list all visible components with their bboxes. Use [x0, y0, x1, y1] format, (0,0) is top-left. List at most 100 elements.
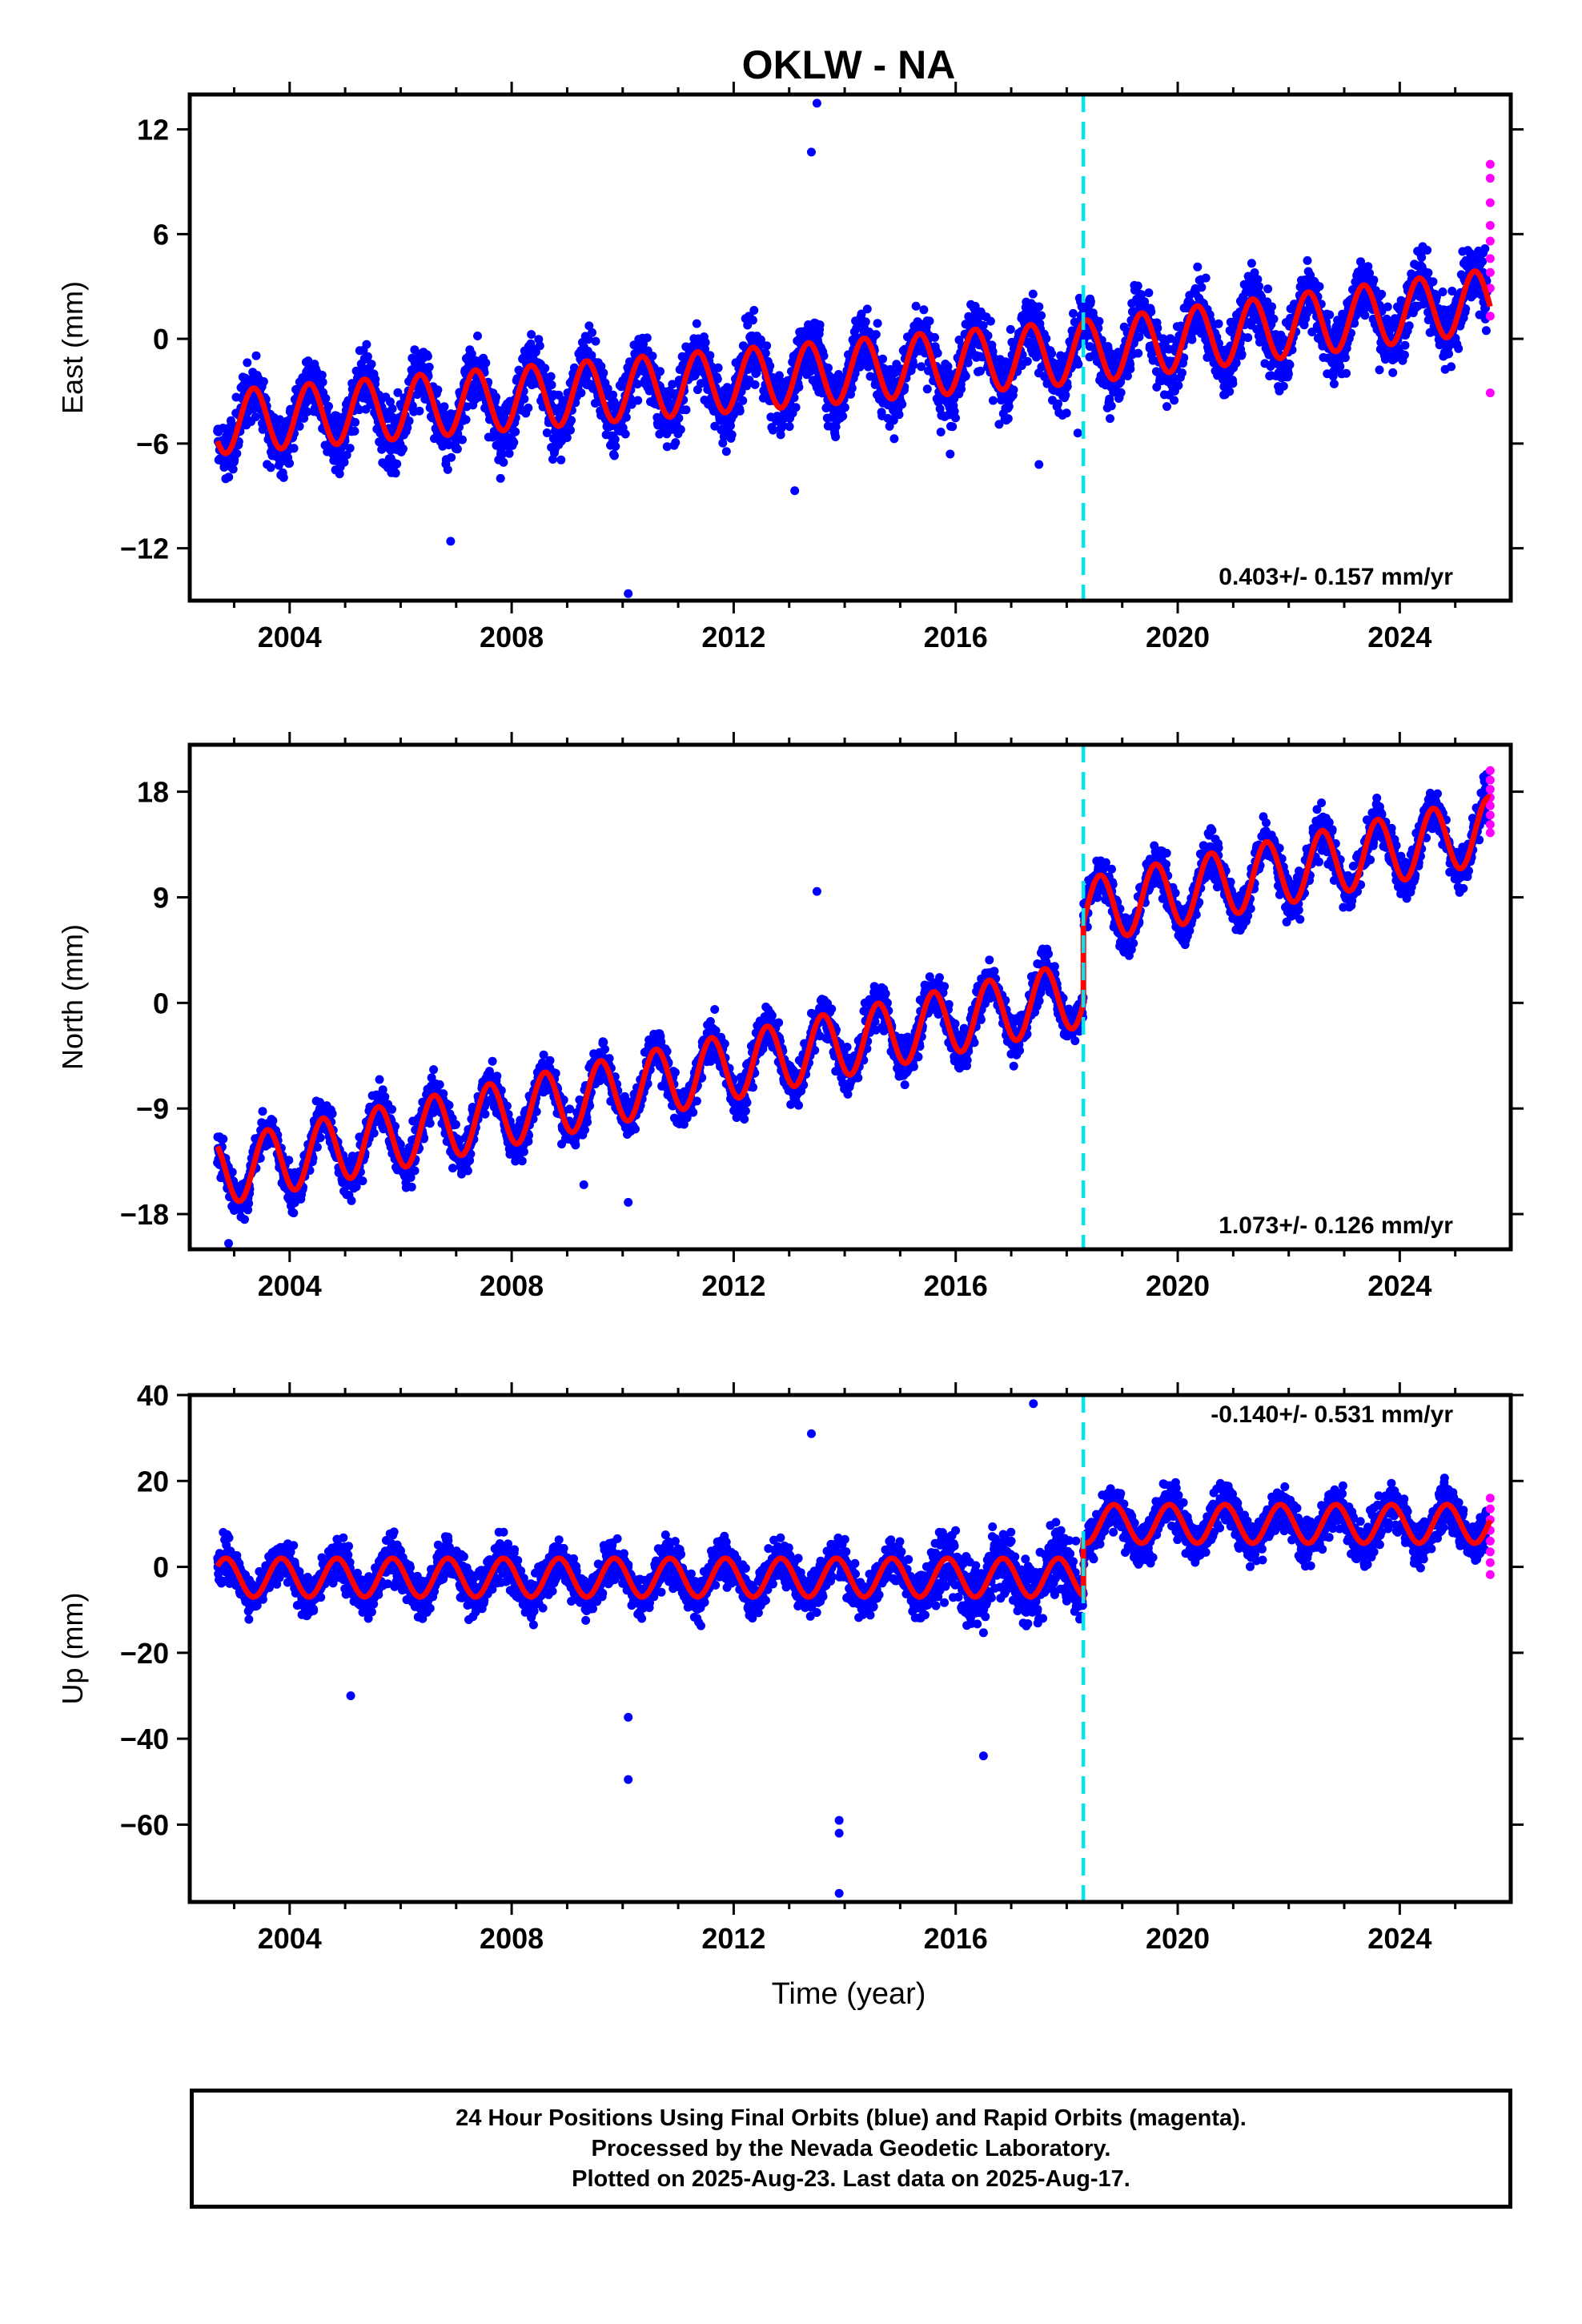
- east-daily-point: [948, 422, 958, 432]
- east-daily-point: [1034, 302, 1044, 312]
- east-daily-point: [415, 406, 424, 416]
- north-daily-point: [387, 1104, 396, 1114]
- east-daily-point: [1201, 273, 1211, 283]
- east-daily-point: [581, 372, 591, 382]
- north-daily-point: [380, 1092, 390, 1102]
- east-daily-point: [838, 412, 848, 421]
- east-daily-point: [692, 319, 701, 328]
- east-daily-point: [1438, 287, 1447, 296]
- east-daily-point: [1126, 364, 1135, 374]
- east-daily-point: [1133, 281, 1142, 291]
- east-daily-point: [481, 358, 491, 368]
- east-daily-point: [1388, 368, 1398, 377]
- east-daily-point: [1086, 297, 1095, 306]
- east-y-tick-label: −12: [120, 533, 169, 565]
- east-rapid-point: [1485, 159, 1495, 169]
- north-daily-point: [258, 1107, 267, 1116]
- east-daily-point: [950, 407, 959, 416]
- east-daily-point: [911, 301, 921, 311]
- east-x-tick-label: 2008: [480, 621, 544, 653]
- east-daily-point: [1279, 381, 1288, 391]
- east-daily-point: [951, 413, 960, 423]
- east-daily-point: [584, 335, 593, 344]
- east-daily-point: [524, 403, 533, 412]
- east-outlier-point: [806, 147, 816, 157]
- east-daily-point: [1106, 414, 1114, 424]
- east-rapid-point: [1485, 220, 1495, 230]
- east-daily-point: [251, 351, 261, 360]
- east-daily-point: [1231, 358, 1241, 368]
- east-daily-point: [542, 428, 552, 437]
- east-daily-point: [871, 330, 881, 340]
- east-daily-point: [735, 406, 745, 416]
- east-daily-point: [228, 464, 238, 474]
- east-daily-point: [504, 448, 514, 458]
- east-daily-point: [547, 380, 556, 390]
- east-daily-point: [591, 336, 600, 346]
- east-daily-point: [224, 472, 234, 482]
- east-daily-point: [295, 421, 304, 431]
- east-daily-point: [1423, 245, 1432, 255]
- east-daily-point: [1243, 333, 1253, 343]
- east-daily-point: [847, 384, 857, 393]
- north-daily-point: [407, 1182, 416, 1192]
- east-daily-point: [785, 422, 794, 432]
- east-daily-point: [1003, 414, 1013, 424]
- east-daily-point: [1134, 348, 1143, 358]
- east-daily-point: [621, 412, 631, 422]
- east-daily-point: [756, 335, 765, 344]
- east-daily-point: [492, 392, 500, 402]
- east-daily-point: [1061, 390, 1070, 400]
- east-daily-point: [671, 438, 681, 448]
- east-daily-point: [727, 430, 737, 440]
- east-daily-point: [957, 384, 966, 394]
- east-daily-point: [894, 410, 904, 420]
- east-rate-label: 0.403+/- 0.157 mm/yr: [1219, 564, 1453, 590]
- east-daily-point: [674, 413, 684, 423]
- east-daily-point: [713, 363, 723, 372]
- east-daily-point: [1325, 310, 1335, 320]
- east-daily-point: [1423, 268, 1433, 278]
- east-daily-point: [857, 309, 866, 319]
- east-rapid-point: [1485, 312, 1495, 321]
- east-daily-point: [251, 412, 260, 422]
- east-daily-point: [749, 306, 759, 315]
- east-daily-point: [1340, 353, 1350, 363]
- east-daily-point: [919, 305, 929, 315]
- east-y-tick-label: 0: [153, 323, 169, 356]
- north-daily-point: [347, 1196, 356, 1205]
- east-daily-point: [1269, 314, 1279, 324]
- east-x-tick-label: 2016: [924, 621, 988, 653]
- east-daily-point: [393, 388, 403, 397]
- east-daily-point: [599, 368, 608, 378]
- north-daily-point: [244, 1199, 254, 1208]
- east-daily-point: [713, 374, 722, 384]
- east-daily-point: [961, 372, 970, 381]
- east-x-tick-label: 2020: [1146, 621, 1210, 653]
- east-daily-point: [351, 417, 360, 427]
- east-daily-point: [840, 403, 849, 412]
- east-daily-point: [976, 366, 985, 376]
- east-daily-point: [633, 396, 643, 405]
- east-daily-point: [1369, 275, 1379, 285]
- north-daily-positions: [213, 770, 1492, 1248]
- east-daily-point: [710, 421, 720, 431]
- east-daily-point: [831, 432, 841, 441]
- east-daily-point: [473, 332, 482, 340]
- east-daily-point: [350, 426, 359, 436]
- east-daily-point: [1480, 244, 1490, 253]
- east-outlier-point: [1073, 428, 1082, 438]
- east-daily-point: [930, 332, 939, 342]
- north-daily-point: [369, 1128, 379, 1138]
- east-daily-point: [1404, 321, 1414, 331]
- east-daily-point: [934, 397, 943, 407]
- east-daily-point: [259, 377, 268, 386]
- east-daily-point: [453, 429, 463, 439]
- east-daily-point: [933, 348, 942, 358]
- east-rapid-point: [1485, 236, 1495, 246]
- east-daily-point: [819, 351, 829, 360]
- east-daily-point: [611, 441, 620, 451]
- east-daily-point: [285, 459, 295, 468]
